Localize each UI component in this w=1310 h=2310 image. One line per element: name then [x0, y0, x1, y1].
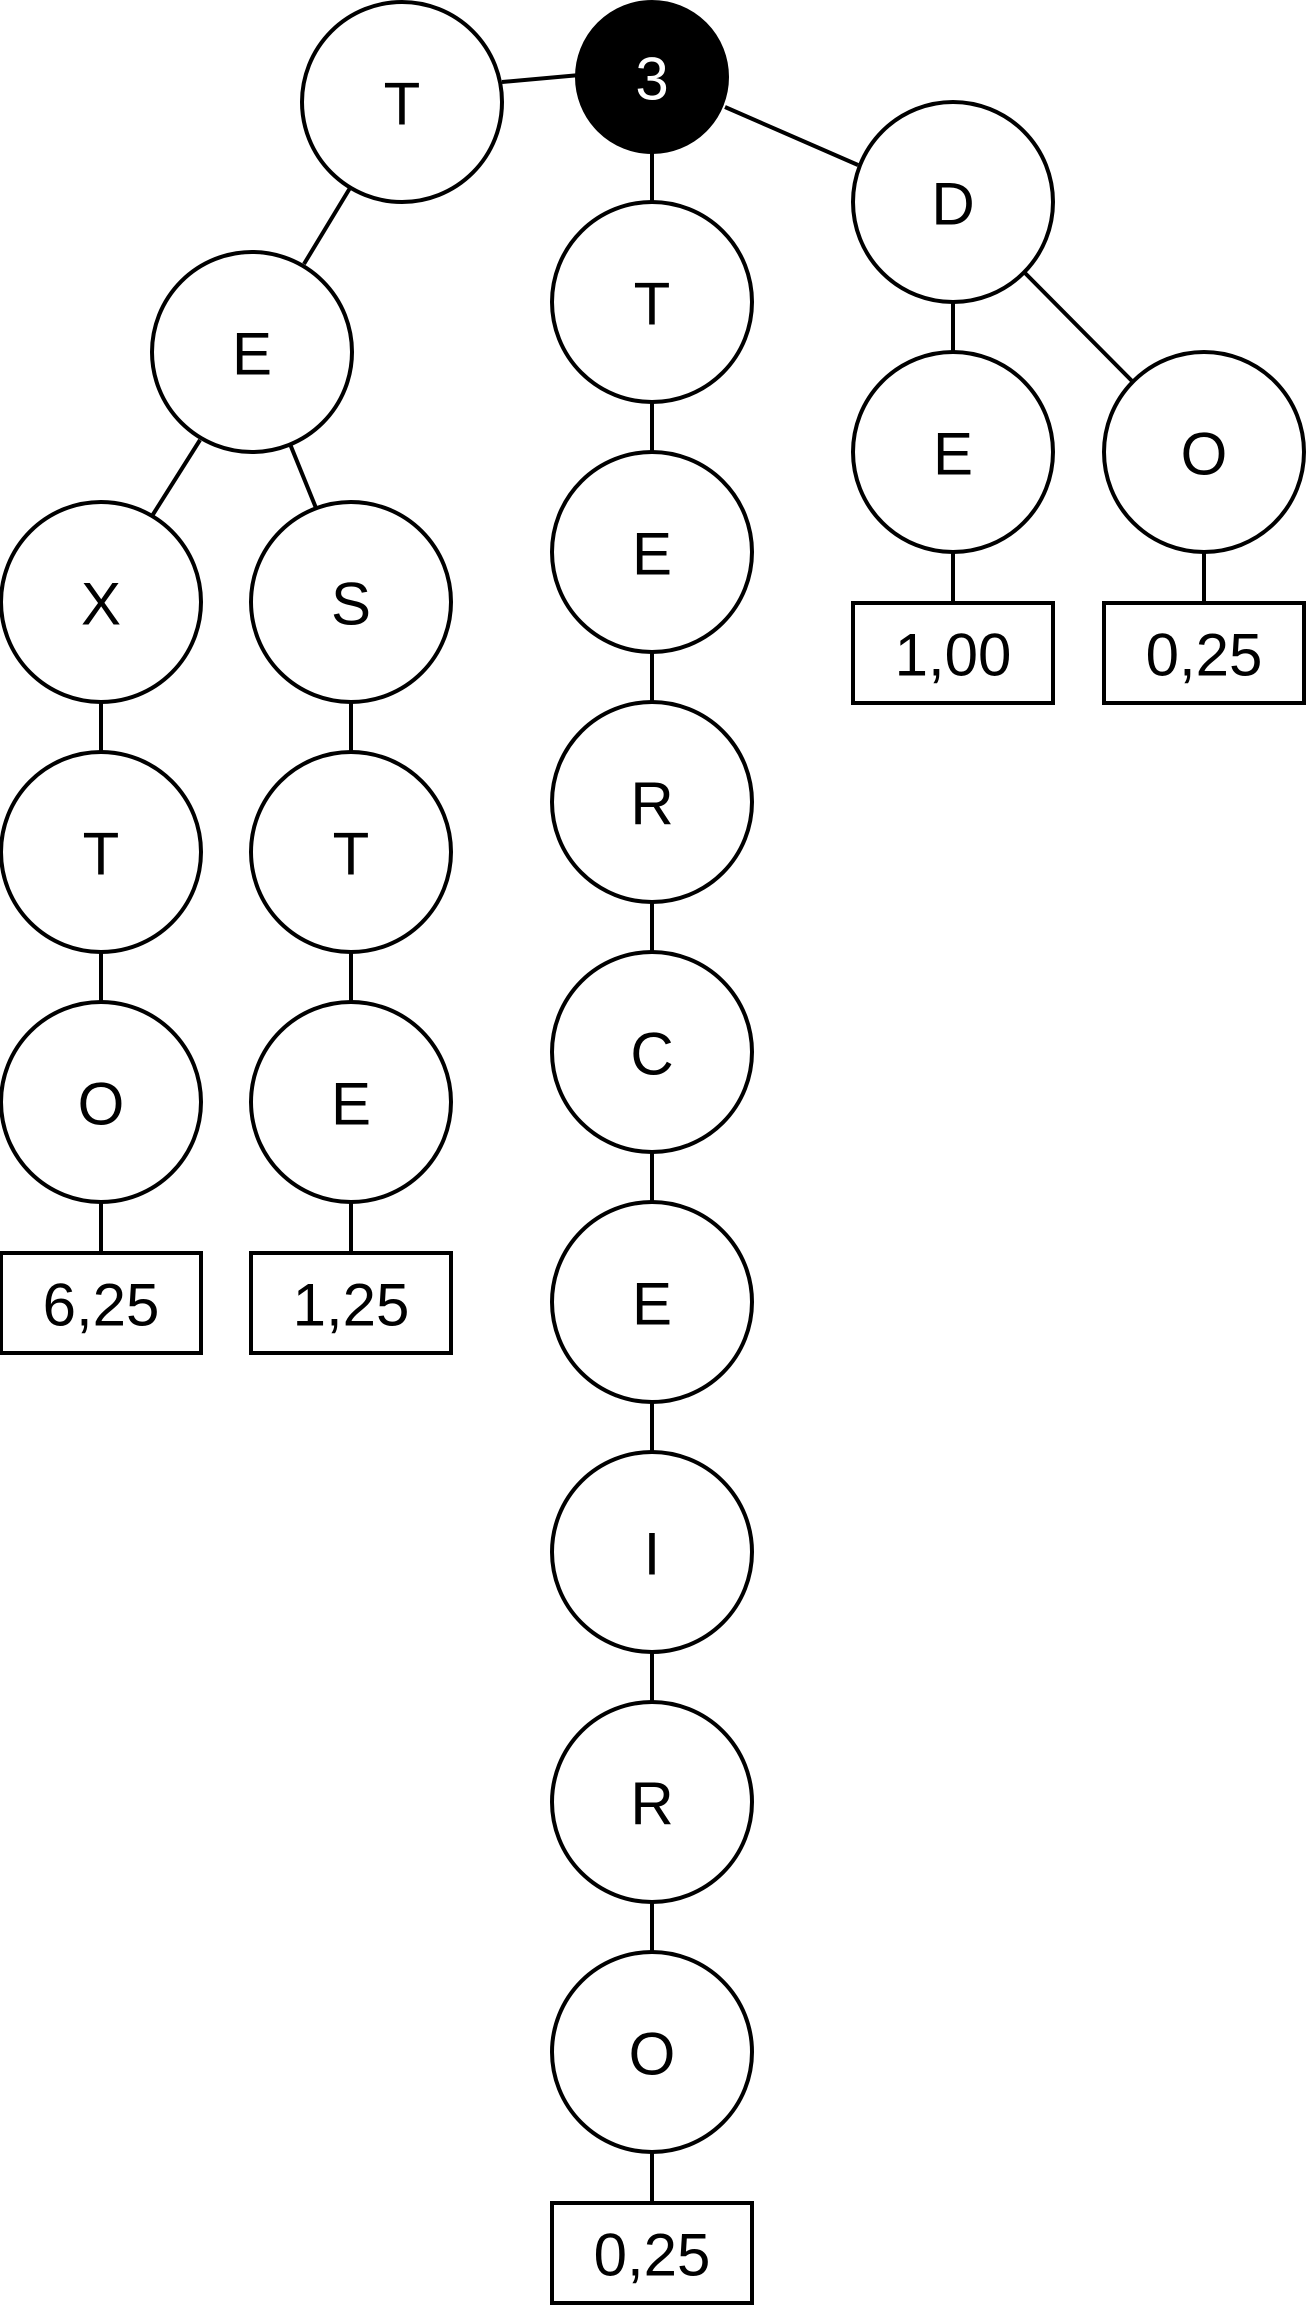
- chain-node-8-label: O: [629, 2021, 676, 2088]
- chain-node-2: E: [550, 450, 754, 654]
- trie-node-d-label: D: [931, 171, 974, 238]
- chain-node-5: E: [550, 1200, 754, 1404]
- edge-d-o: [1023, 271, 1134, 383]
- trie-node-do-label: O: [1181, 421, 1228, 488]
- chain-node-3-label: R: [630, 771, 673, 838]
- edges: [99, 73, 1206, 2203]
- edge-e-x: [150, 438, 202, 518]
- edge-root-d: [724, 105, 859, 167]
- value-box-de: 1,00: [851, 601, 1055, 705]
- trie-node-texto: O: [0, 1000, 203, 1204]
- value-box-texto: 6,25: [0, 1251, 203, 1355]
- edge-e-s: [288, 443, 318, 509]
- chain-node-6-label: I: [644, 1521, 661, 1588]
- trie-node-teste-label: E: [331, 1071, 371, 1138]
- chain-node-1-label: T: [634, 271, 671, 338]
- trie-node-tes-label: S: [331, 571, 371, 638]
- trie-node-teste: E: [249, 1000, 453, 1204]
- chain-node-2-label: E: [632, 521, 672, 588]
- chain-node-4-label: C: [630, 1021, 673, 1088]
- trie-node-de-label: E: [933, 421, 973, 488]
- value-box-teste-label: 1,25: [293, 1272, 410, 1339]
- value-box-terceiro-label: 0,25: [594, 2222, 711, 2289]
- trie-node-text: T: [0, 750, 203, 954]
- trie-node-t-label: T: [384, 71, 421, 138]
- value-box-do-label: 0,25: [1146, 622, 1263, 689]
- trie-node-te-label: E: [232, 321, 272, 388]
- chain-node-5-label: E: [632, 1271, 672, 1338]
- value-box-texto-label: 6,25: [43, 1272, 160, 1339]
- chain-node-4: C: [550, 950, 754, 1154]
- trie-node-do: O: [1102, 350, 1306, 554]
- edge-root-t: [501, 73, 581, 84]
- value-box-teste: 1,25: [249, 1251, 453, 1355]
- chain-node-6: I: [550, 1450, 754, 1654]
- chain-node-7-label: R: [630, 1771, 673, 1838]
- value-box-do: 0,25: [1102, 601, 1306, 705]
- chain-node-1: T: [550, 200, 754, 404]
- chain-node-8: O: [550, 1950, 754, 2154]
- trie-node-tex: X: [0, 500, 203, 704]
- trie-node-test: T: [249, 750, 453, 954]
- trie-node-te: E: [150, 250, 354, 454]
- root-node: 3: [575, 0, 729, 154]
- trie-node-test-label: T: [333, 821, 370, 888]
- trie-node-tes: S: [249, 500, 453, 704]
- trie-node-d: D: [851, 100, 1055, 304]
- trie-node-t: T: [300, 0, 504, 204]
- trie-node-de: E: [851, 350, 1055, 554]
- value-box-de-label: 1,00: [895, 622, 1012, 689]
- edge-t-e: [302, 186, 352, 266]
- chain-node-3: R: [550, 700, 754, 904]
- trie-node-text-label: T: [83, 821, 120, 888]
- trie-node-texto-label: O: [78, 1071, 125, 1138]
- root-node-label: 3: [635, 46, 668, 113]
- chain-node-7: R: [550, 1700, 754, 1904]
- trie-node-tex-label: X: [81, 571, 121, 638]
- value-box-terceiro: 0,25: [550, 2201, 754, 2305]
